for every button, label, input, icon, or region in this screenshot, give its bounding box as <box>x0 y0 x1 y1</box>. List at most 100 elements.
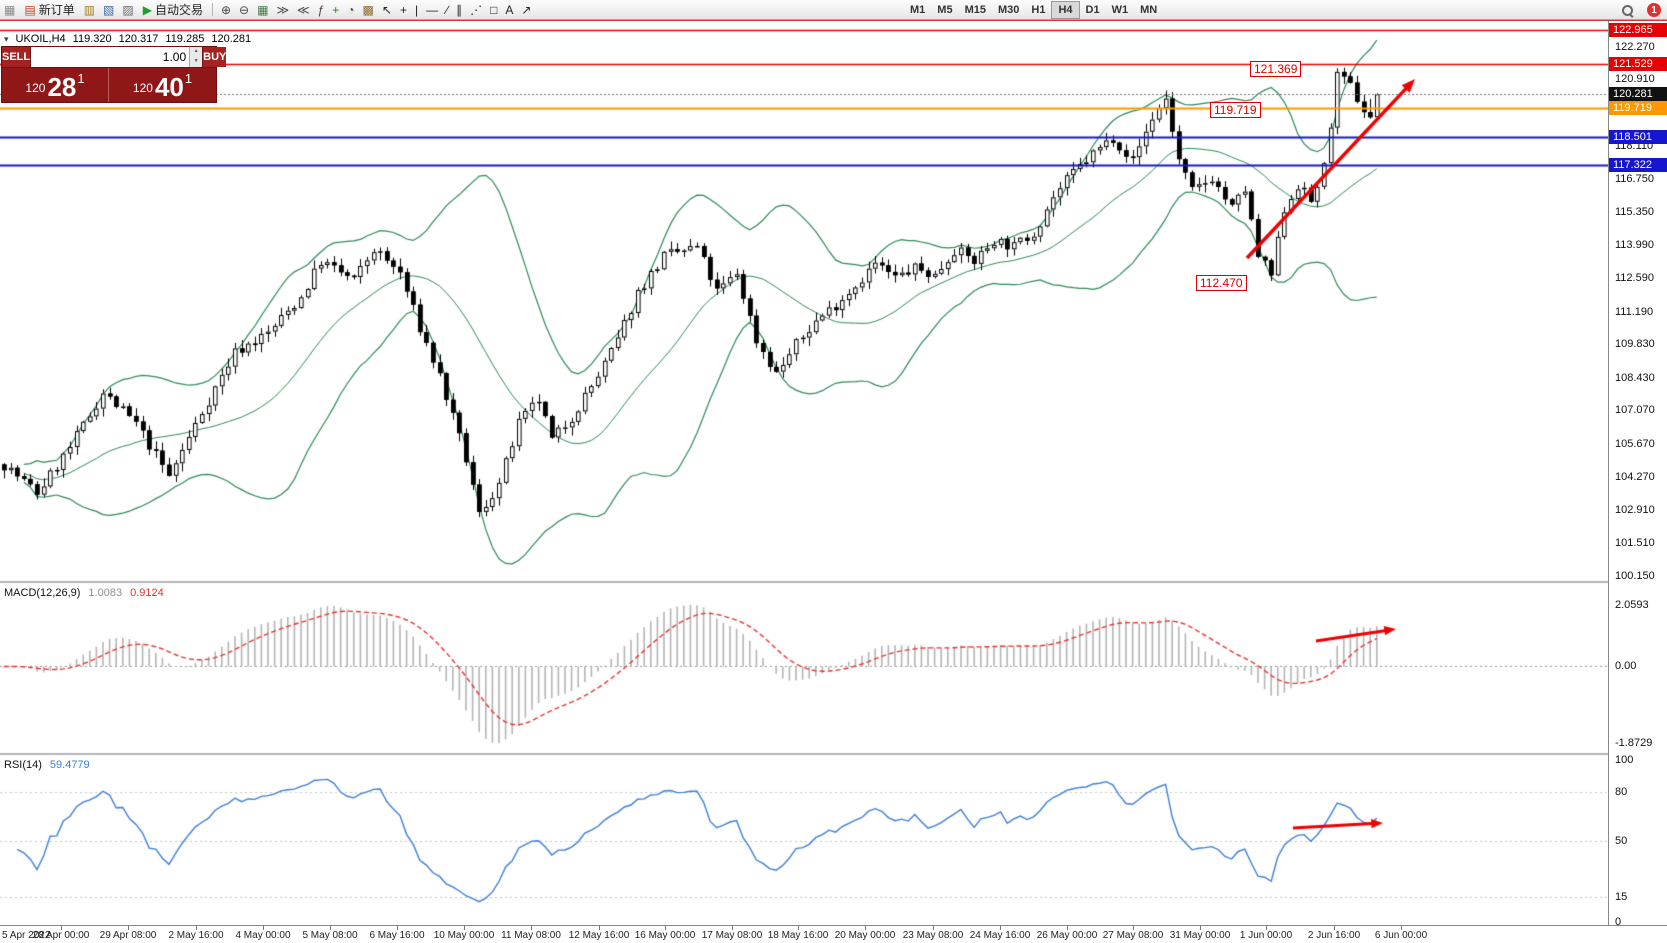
toolbar-separator <box>211 3 213 16</box>
timeframe-button-h4[interactable]: H4 <box>1051 1 1080 19</box>
price-chart-canvas[interactable] <box>0 21 1608 925</box>
volume-input[interactable] <box>31 47 190 67</box>
templates-button[interactable]: ▩ <box>359 1 378 19</box>
time-axis-tick <box>1200 926 1201 930</box>
chart-callout[interactable]: 112.470 <box>1196 275 1247 291</box>
time-axis-label: 18 May 16:00 <box>767 930 829 941</box>
price-axis[interactable]: 122.270 120.910 118.110 116.750 115.350 113.9… <box>1608 21 1667 925</box>
price-line-label: 122.965 <box>1609 23 1667 38</box>
time-axis-label: 1 Jun 00:00 <box>1239 930 1293 941</box>
collapse-icon[interactable]: ▾ <box>4 33 9 44</box>
timeframe-button-m15[interactable]: M15 <box>959 1 992 19</box>
rsi-scale-label: 15 <box>1615 891 1628 904</box>
macd-label: MACD(12,26,9) <box>4 587 81 599</box>
search-button[interactable] <box>1617 1 1638 19</box>
periods-button[interactable]: ◔ <box>343 1 358 19</box>
cursor-button[interactable]: ↖ <box>378 1 396 19</box>
auto-scroll-button[interactable]: ≫ <box>272 1 293 19</box>
time-axis-label: 2 May 16:00 <box>168 930 224 941</box>
time-axis-tick <box>1401 926 1402 930</box>
rsi-scale-label: 50 <box>1615 834 1628 847</box>
toolbar-chart-tools: ⊕ ⊖ ▦ ≫ ≪ ƒ + ◔ ▩ ↖ + | — ∕ ∥ ⋰ □ A ↗ <box>217 1 535 19</box>
timeframe-button-m1[interactable]: M1 <box>904 1 931 19</box>
crosshair-icon: + <box>399 2 407 17</box>
volume-down-button[interactable]: ▼ <box>190 57 203 67</box>
time-axis-label: 2 Jun 16:00 <box>1307 930 1361 941</box>
time-axis-label: 11 May 08:00 <box>501 930 561 941</box>
arrows-button[interactable]: ↗ <box>517 1 535 19</box>
price-axis-tick: 122.270 <box>1615 40 1655 53</box>
timeframe-button-m5[interactable]: M5 <box>931 1 958 19</box>
zoom-out-icon: ⊖ <box>239 2 250 17</box>
time-axis-tick <box>531 926 532 930</box>
vertical-line-button[interactable]: | <box>411 1 422 19</box>
sell-price-button[interactable]: 120 28 1 <box>2 68 109 102</box>
timeframe-button-mn[interactable]: MN <box>1134 1 1163 19</box>
volume-control: ▲ ▼ <box>30 47 204 67</box>
new-order-button[interactable]: ▤ 新订单 <box>19 1 79 19</box>
window-menu-button[interactable]: ▦ <box>0 1 19 19</box>
time-axis-tick <box>1266 926 1267 930</box>
buy-price-big: 40 <box>154 72 184 102</box>
ohlc-open: 119.320 <box>72 33 112 45</box>
toolbar-right: 1 <box>1617 1 1661 19</box>
add-indicator-button[interactable]: + <box>328 1 343 19</box>
notification-badge[interactable]: 1 <box>1647 3 1661 17</box>
chart-callout[interactable]: 119.719 <box>1210 102 1261 118</box>
macd-scale-label: 0.00 <box>1615 660 1637 673</box>
data-window-button[interactable]: ▨ <box>118 1 137 19</box>
volume-spinner: ▲ ▼ <box>189 47 203 67</box>
buy-price-button[interactable]: 120 40 1 <box>109 68 216 102</box>
text-button[interactable]: A <box>501 1 517 19</box>
indicators-list-button[interactable]: ƒ <box>314 1 329 19</box>
chart-shift-button[interactable]: ≪ <box>293 1 314 19</box>
time-axis[interactable]: 5 Apr 2022 28 Apr 00:00 29 Apr 08:00 2 May … <box>0 925 1667 943</box>
equidistant-channel-button[interactable]: ∥ <box>452 1 466 19</box>
zoom-in-button[interactable]: ⊕ <box>217 1 235 19</box>
fibonacci-button[interactable]: ⋰ <box>466 1 486 19</box>
equidistant-channel-icon: ∥ <box>456 2 463 17</box>
time-axis-label: 23 May 08:00 <box>902 930 964 941</box>
macd-scale-label: -1.8729 <box>1615 737 1653 749</box>
time-axis-label: 24 May 16:00 <box>969 930 1031 941</box>
time-axis-label: 28 Apr 00:00 <box>32 930 90 941</box>
time-axis-label: 20 May 00:00 <box>834 930 896 941</box>
profiles-button[interactable]: ▧ <box>99 1 118 19</box>
time-axis-tick <box>1334 926 1335 930</box>
new-chart-button[interactable]: ▥ <box>80 1 99 19</box>
timeframe-button-d1[interactable]: D1 <box>1080 1 1106 19</box>
timeframe-button-m30[interactable]: M30 <box>992 1 1025 19</box>
rsi-scale-label: 100 <box>1615 753 1634 766</box>
trendline-button[interactable]: ∕ <box>442 1 452 19</box>
price-axis-tick: 111.190 <box>1615 305 1654 318</box>
window-icon: ▦ <box>4 2 16 17</box>
macd-scale-label: 2.0593 <box>1615 599 1649 611</box>
periods-icon: ◔ <box>347 2 355 17</box>
crosshair-button[interactable]: + <box>396 1 411 19</box>
time-axis-label: 27 May 08:00 <box>1102 930 1164 941</box>
toolbar-left-tools: ▥ ▧ ▨ <box>80 1 138 19</box>
horizontal-line-button[interactable]: — <box>422 1 442 19</box>
volume-up-button[interactable]: ▲ <box>190 47 203 57</box>
indicators-list-icon: ƒ <box>317 2 325 17</box>
timeframe-button-h1[interactable]: H1 <box>1025 1 1051 19</box>
autotrading-play-icon: ▶ <box>142 2 152 17</box>
price-axis-tick: 107.070 <box>1615 404 1655 417</box>
timeframe-button-w1[interactable]: W1 <box>1106 1 1135 19</box>
autotrading-button[interactable]: ▶ 自动交易 <box>138 1 208 19</box>
new-chart-icon: ▥ <box>83 2 96 17</box>
arrows-icon: ↗ <box>521 2 532 17</box>
chart-callout[interactable]: 121.369 <box>1250 61 1302 77</box>
time-axis-label: 26 May 00:00 <box>1036 930 1098 941</box>
time-axis-label: 4 May 00:00 <box>235 930 291 941</box>
tile-windows-button[interactable]: ▦ <box>253 1 272 19</box>
time-axis-tick <box>397 926 398 930</box>
zoom-out-button[interactable]: ⊖ <box>235 1 253 19</box>
shapes-button[interactable]: □ <box>486 1 501 19</box>
sell-price-sup: 1 <box>77 71 85 86</box>
time-axis-tick <box>732 926 733 930</box>
sell-button[interactable]: SELL <box>2 47 31 67</box>
tile-windows-icon: ▦ <box>257 2 269 17</box>
buy-button[interactable]: BUY <box>203 47 227 67</box>
